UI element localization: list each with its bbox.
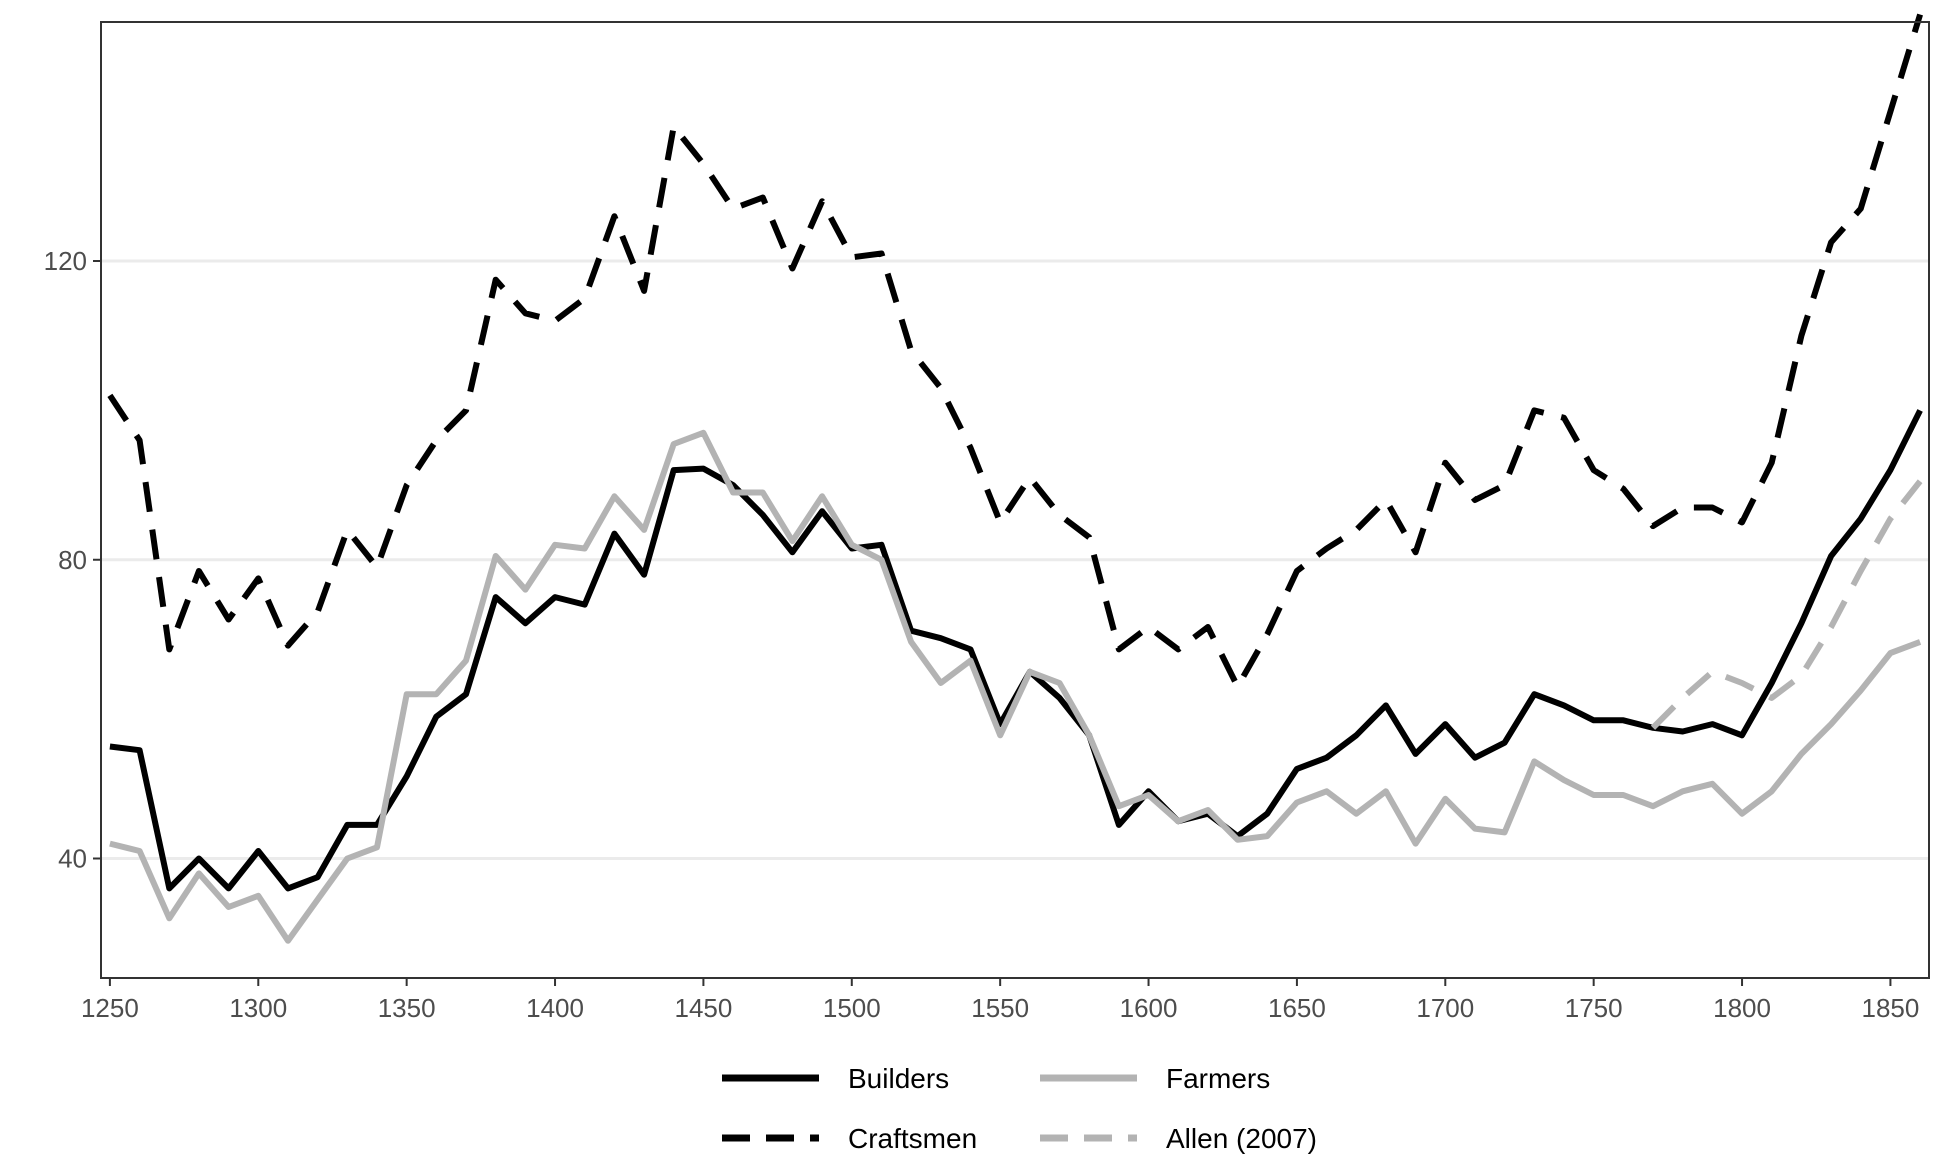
x-tick-label: 1350	[378, 993, 436, 1023]
legend: Builders Farmers Craftsmen Allen (2007)	[722, 1063, 1317, 1154]
x-tick-label: 1400	[526, 993, 584, 1023]
legend-label: Allen (2007)	[1166, 1123, 1317, 1154]
series-line-allen-2007	[1650, 479, 1923, 730]
x-tick-label: 1650	[1268, 993, 1326, 1023]
x-tick-label: 1850	[1862, 993, 1920, 1023]
legend-label: Farmers	[1166, 1063, 1270, 1094]
y-tick-label: 120	[44, 246, 87, 276]
x-tick-label: 1250	[81, 993, 139, 1023]
x-tick-label: 1750	[1565, 993, 1623, 1023]
x-tick-label: 1700	[1416, 993, 1474, 1023]
y-tick-label: 40	[58, 844, 87, 874]
series-line-farmers	[109, 429, 1922, 944]
x-tick-label: 1600	[1120, 993, 1178, 1023]
series-line-craftsmen	[107, 13, 1923, 690]
y-tick-label: 80	[58, 545, 87, 575]
x-tick-label: 1450	[674, 993, 732, 1023]
x-tick-label: 1500	[823, 993, 881, 1023]
legend-label: Craftsmen	[848, 1123, 977, 1154]
x-tick-label: 1300	[229, 993, 287, 1023]
series-lines	[107, 13, 1923, 944]
x-tick-label: 1800	[1713, 993, 1771, 1023]
x-tick-label: 1550	[971, 993, 1029, 1023]
legend-label: Builders	[848, 1063, 949, 1094]
gridlines	[101, 259, 1929, 860]
plot-panel-border	[100, 21, 1930, 979]
axes: 40 80 120 1250 1300 1350 1400 1450 1500 1550 1600 1…	[44, 246, 1920, 1023]
